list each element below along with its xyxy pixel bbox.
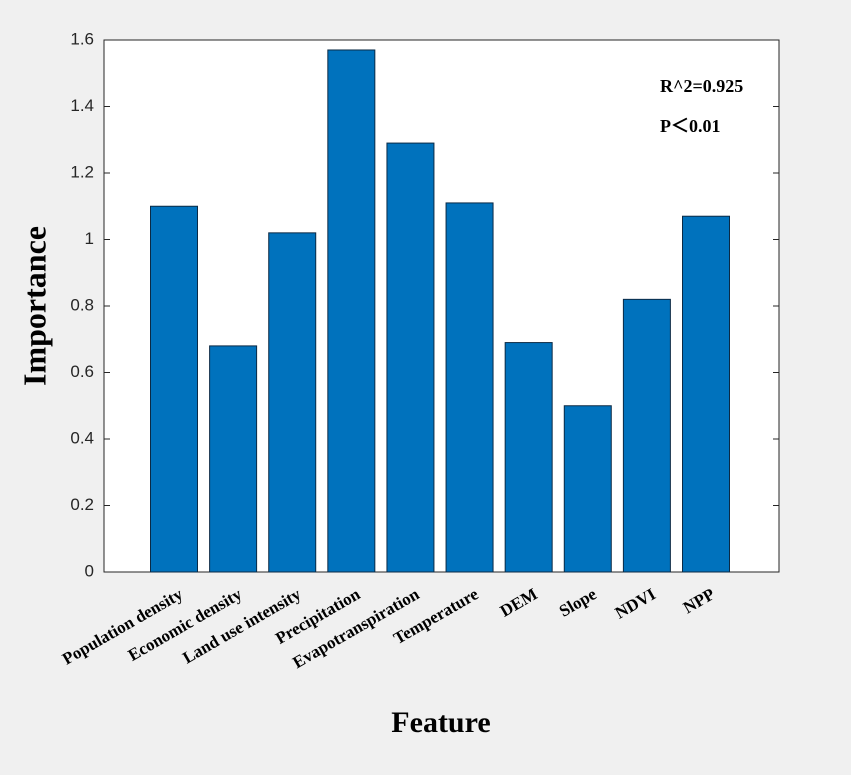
bar: [150, 205, 198, 573]
y-tick-label: 0.4: [70, 428, 94, 447]
y-tick-label: 1.6: [70, 29, 94, 48]
bar: [682, 215, 730, 573]
y-axis-title: Importance: [16, 226, 52, 386]
y-tick-label: 1: [85, 229, 94, 248]
x-axis-title: Feature: [391, 706, 490, 739]
y-tick-label: 1.4: [70, 96, 94, 115]
bar: [386, 142, 435, 573]
bar: [209, 345, 258, 573]
bar: [504, 342, 553, 573]
bar: [563, 405, 612, 573]
y-tick-label: 0.6: [70, 362, 94, 381]
bar: [327, 49, 376, 573]
annotation: R^2=0.925: [660, 76, 743, 96]
annotation: P＜0.01: [660, 116, 721, 136]
y-tick-label: 1.2: [70, 162, 94, 181]
y-tick-label: 0: [85, 561, 94, 580]
bar: [445, 202, 494, 573]
y-tick-label: 0.8: [70, 295, 94, 314]
bar: [622, 298, 671, 573]
bar: [268, 232, 317, 573]
y-tick-label: 0.2: [70, 495, 94, 514]
